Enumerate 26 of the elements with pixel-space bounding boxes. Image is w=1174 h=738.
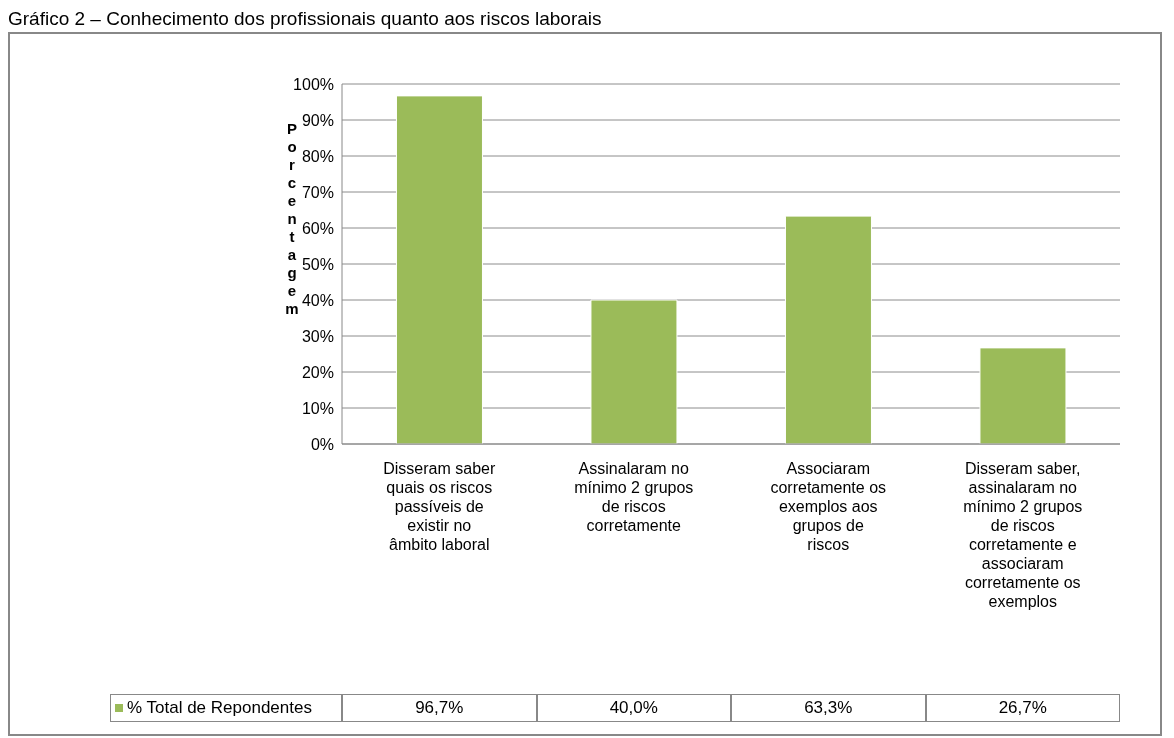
x-tick-label: Associaram corretamente os exemplos aos grupos de riscos bbox=[770, 460, 887, 553]
y-tick-label: 20% bbox=[301, 363, 334, 381]
data-label: 26,7% bbox=[925, 694, 1120, 722]
legend-label: % Total de Repondentes bbox=[127, 698, 312, 718]
y-tick-label: 100% bbox=[293, 75, 334, 93]
y-tick-label: 50% bbox=[301, 255, 334, 273]
bar bbox=[979, 347, 1067, 444]
y-tick-label: 70% bbox=[301, 183, 334, 201]
data-label: 63,3% bbox=[731, 694, 926, 722]
chart-title: Gráfico 2 – Conhecimento dos profissionais quanto aos riscos laborais bbox=[8, 8, 603, 31]
x-tick-label: Assinalaram no mínimo 2 grupos de riscos corretamente bbox=[574, 460, 694, 534]
y-tick-label: 90% bbox=[301, 111, 334, 129]
bar bbox=[395, 95, 483, 444]
x-tick-label: Disseram saber, assinalaram no mínimo 2 grupos de riscos corretamente e associaram corretamente os exemplos bbox=[963, 460, 1083, 610]
y-tick-label: 10% bbox=[301, 399, 334, 417]
y-tick-label: 30% bbox=[301, 327, 334, 345]
y-tick-label: 80% bbox=[301, 147, 334, 165]
bar bbox=[784, 215, 872, 444]
data-label: 40,0% bbox=[536, 694, 731, 722]
y-tick-label: 40% bbox=[301, 291, 334, 309]
data-label: 96,7% bbox=[342, 694, 537, 722]
y-tick-label: 60% bbox=[301, 219, 334, 237]
y-tick-label: 0% bbox=[310, 435, 334, 453]
bar bbox=[590, 299, 678, 444]
text: Porcentagem bbox=[285, 120, 299, 317]
x-tick-label: Disseram saber quais os riscos passíveis de existir no âmbito laboral bbox=[383, 460, 496, 553]
